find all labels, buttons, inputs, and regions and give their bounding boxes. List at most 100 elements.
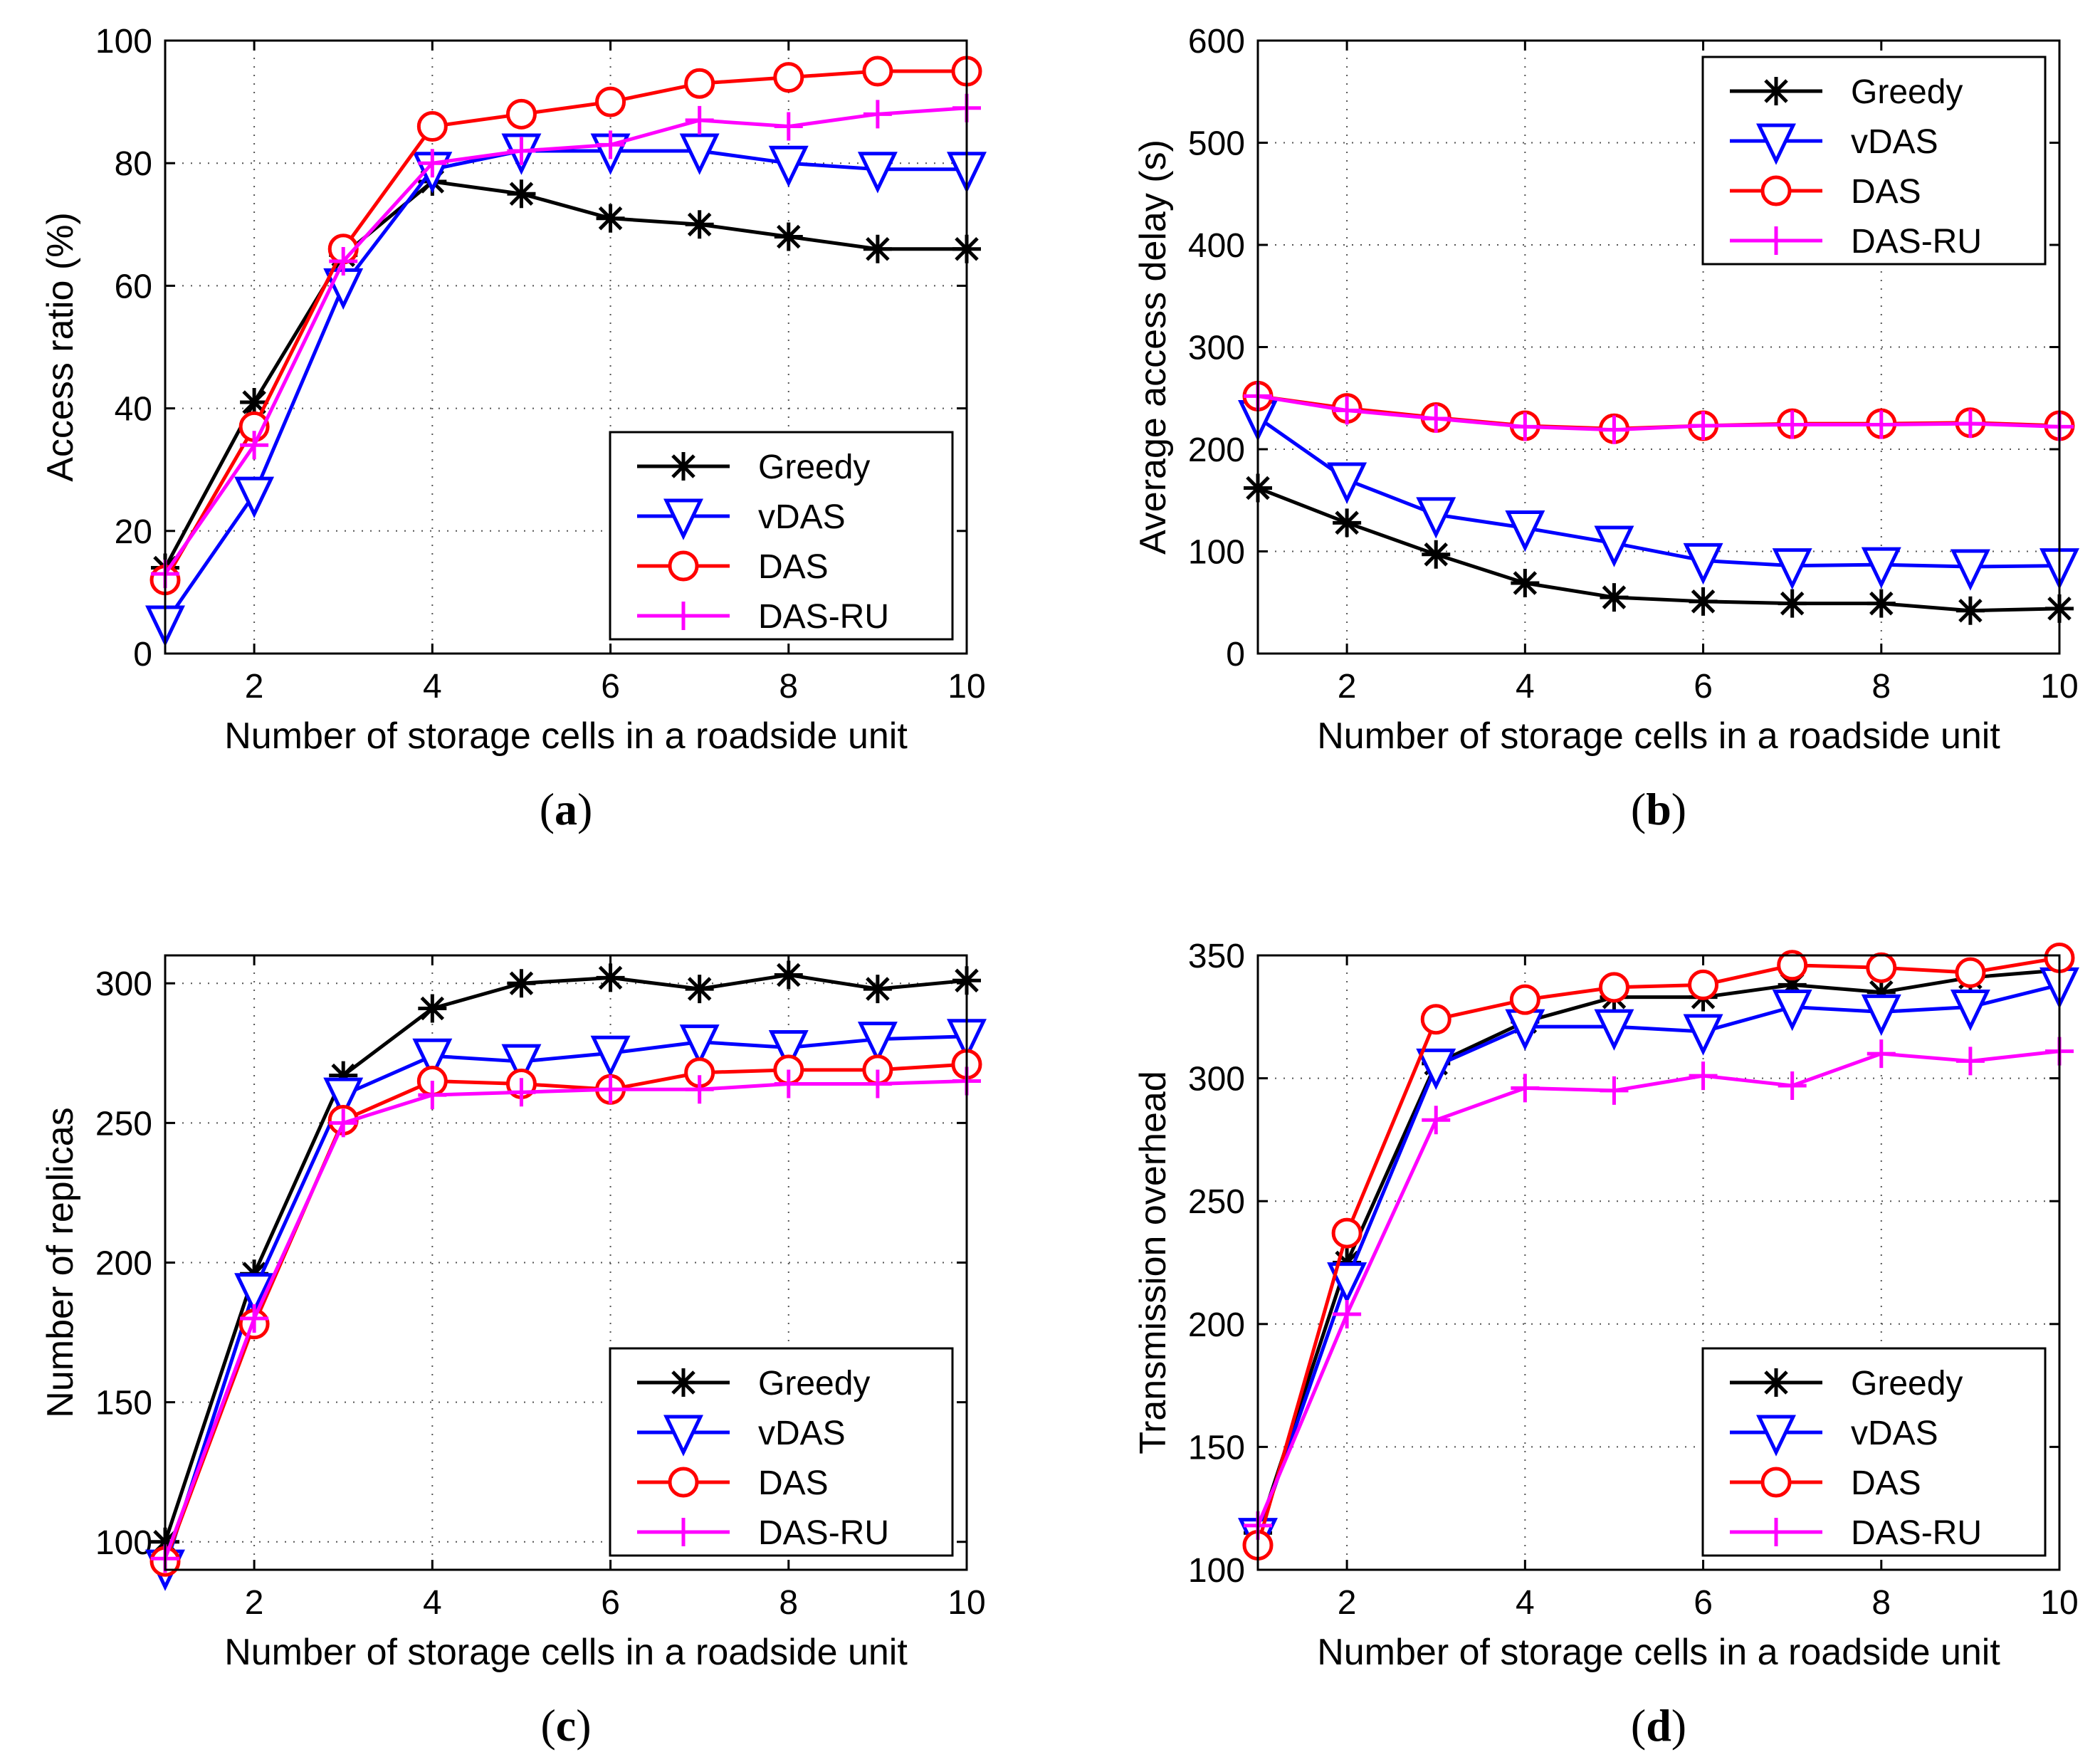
series-line-vdas <box>1256 982 2060 1536</box>
legend-marker-greedy <box>669 452 698 481</box>
series-line-greedy <box>163 972 967 1543</box>
series-line-das <box>163 69 967 581</box>
data-point-das <box>505 98 537 130</box>
data-point-greedy <box>596 204 625 233</box>
data-point-das-ru <box>685 1075 714 1104</box>
x-tick-label: 6 <box>1694 1584 1713 1622</box>
data-point-greedy <box>774 960 803 990</box>
legend-marker-greedy <box>669 1368 698 1397</box>
legend-label-vdas: vDAS <box>758 498 846 536</box>
legend-marker-greedy <box>1762 77 1790 105</box>
data-point-vdas <box>1950 989 1990 1032</box>
data-point-das-ru <box>1600 415 1629 444</box>
y-tick-label: 100 <box>95 1524 152 1562</box>
data-point-greedy <box>1333 508 1362 537</box>
data-point-das-ru <box>685 105 714 135</box>
data-point-das <box>416 111 448 142</box>
series-line-vdas <box>1256 416 2060 569</box>
data-point-greedy <box>1422 540 1451 569</box>
data-point-greedy <box>1955 596 1985 625</box>
x-tick-label: 4 <box>1516 668 1535 706</box>
data-point-greedy <box>685 975 714 1004</box>
data-point-greedy <box>240 387 269 416</box>
legend-marker-vdas <box>663 1415 703 1457</box>
data-point-das-ru <box>774 112 803 141</box>
data-point-das-ru <box>507 1078 536 1107</box>
y-tick-label: 40 <box>115 391 152 429</box>
series-vdas <box>1238 967 2079 1560</box>
y-tick-label: 400 <box>1188 227 1245 265</box>
y-tick-label: 300 <box>1188 1061 1245 1098</box>
x-tick-label: 6 <box>601 668 620 706</box>
data-point-vdas <box>768 145 809 187</box>
data-point-das-ru <box>1689 411 1718 440</box>
data-point-vdas <box>679 133 720 175</box>
legend-label-greedy: Greedy <box>1851 73 1963 111</box>
data-point-das-ru <box>418 1081 447 1110</box>
data-point-vdas <box>1861 547 1901 589</box>
legend-marker-das <box>668 1467 699 1498</box>
data-point-das-ru <box>1422 1106 1451 1135</box>
chart-panel-c: 2 4 6 8 10 100 150 200 250 300 Number of storage c… <box>40 954 987 1751</box>
series-line-das-ru <box>163 1079 967 1560</box>
x-tick-label: 2 <box>1338 1584 1357 1622</box>
series-line-das-ru <box>1256 1049 2060 1526</box>
data-point-das-ru <box>1867 1039 1896 1069</box>
data-point-greedy <box>1689 587 1718 616</box>
legend-marker-das-ru <box>669 1518 698 1546</box>
y-tick-label: 250 <box>1188 1183 1245 1221</box>
data-point-das-ru <box>596 130 625 159</box>
series-line-greedy <box>1257 486 2060 613</box>
data-point-greedy <box>329 1061 358 1090</box>
data-point-vdas <box>768 1029 809 1072</box>
data-point-das <box>1955 957 1986 988</box>
data-point-das-ru <box>240 431 269 460</box>
data-point-das <box>1420 1004 1451 1035</box>
data-point-greedy <box>596 963 625 992</box>
data-point-greedy <box>418 994 447 1023</box>
data-point-das-ru <box>774 1069 803 1098</box>
chart-panel-d: 2 4 6 8 10 100 150 200 250 300 350 Number of storag… <box>1133 938 2079 1751</box>
y-tick-label: 300 <box>1188 330 1245 367</box>
series-line-greedy <box>1256 968 2060 1534</box>
data-point-vdas <box>1327 1262 1367 1304</box>
series-line-vdas <box>163 1034 967 1568</box>
data-point-das-ru <box>596 1075 625 1104</box>
y-tick-label: 100 <box>1188 1552 1245 1590</box>
x-tick-label: 8 <box>1871 668 1891 706</box>
legend-label-das: DAS <box>1851 173 1921 211</box>
legend-marker-das-ru <box>1762 1518 1790 1546</box>
y-tick-label: 200 <box>1188 431 1245 469</box>
x-tick-label: 8 <box>779 1584 798 1622</box>
legend-marker-vdas <box>1756 1415 1796 1457</box>
series-line-greedy <box>163 179 967 569</box>
x-axis-label: Number of storage cells in a roadside un… <box>1317 1632 2000 1673</box>
x-tick-label: 2 <box>1338 668 1357 706</box>
data-point-vdas <box>1594 525 1634 567</box>
data-point-vdas <box>1683 1014 1723 1056</box>
axes-frame <box>1256 39 2061 655</box>
data-point-das <box>684 68 715 99</box>
y-tick-label: 250 <box>95 1105 152 1143</box>
series-line-das-ru <box>163 106 967 575</box>
x-tick-label: 4 <box>1516 1584 1535 1622</box>
x-axis-label: Number of storage cells in a roadside un… <box>224 715 908 757</box>
data-point-vdas <box>857 1022 898 1064</box>
legend-label-vdas: vDAS <box>1851 1415 1938 1452</box>
legend-label-vdas: vDAS <box>1851 123 1938 161</box>
legend-label-das: DAS <box>758 548 829 586</box>
axes-frame <box>164 39 968 655</box>
y-axis-label: Transmission overhead <box>1133 1071 1174 1454</box>
legend-marker-das <box>1760 175 1792 206</box>
x-tick-label: 10 <box>947 668 985 706</box>
data-point-das-ru <box>1955 409 1985 439</box>
series-das-ru <box>1244 382 2074 444</box>
y-tick-label: 350 <box>1188 938 1245 975</box>
legend-marker-das-ru <box>1762 226 1790 255</box>
data-point-das-ru <box>1867 410 1896 439</box>
data-point-das-ru <box>1955 1047 1985 1076</box>
data-point-das-ru <box>240 1304 269 1333</box>
legend-label-das-ru: DAS-RU <box>758 1514 889 1552</box>
